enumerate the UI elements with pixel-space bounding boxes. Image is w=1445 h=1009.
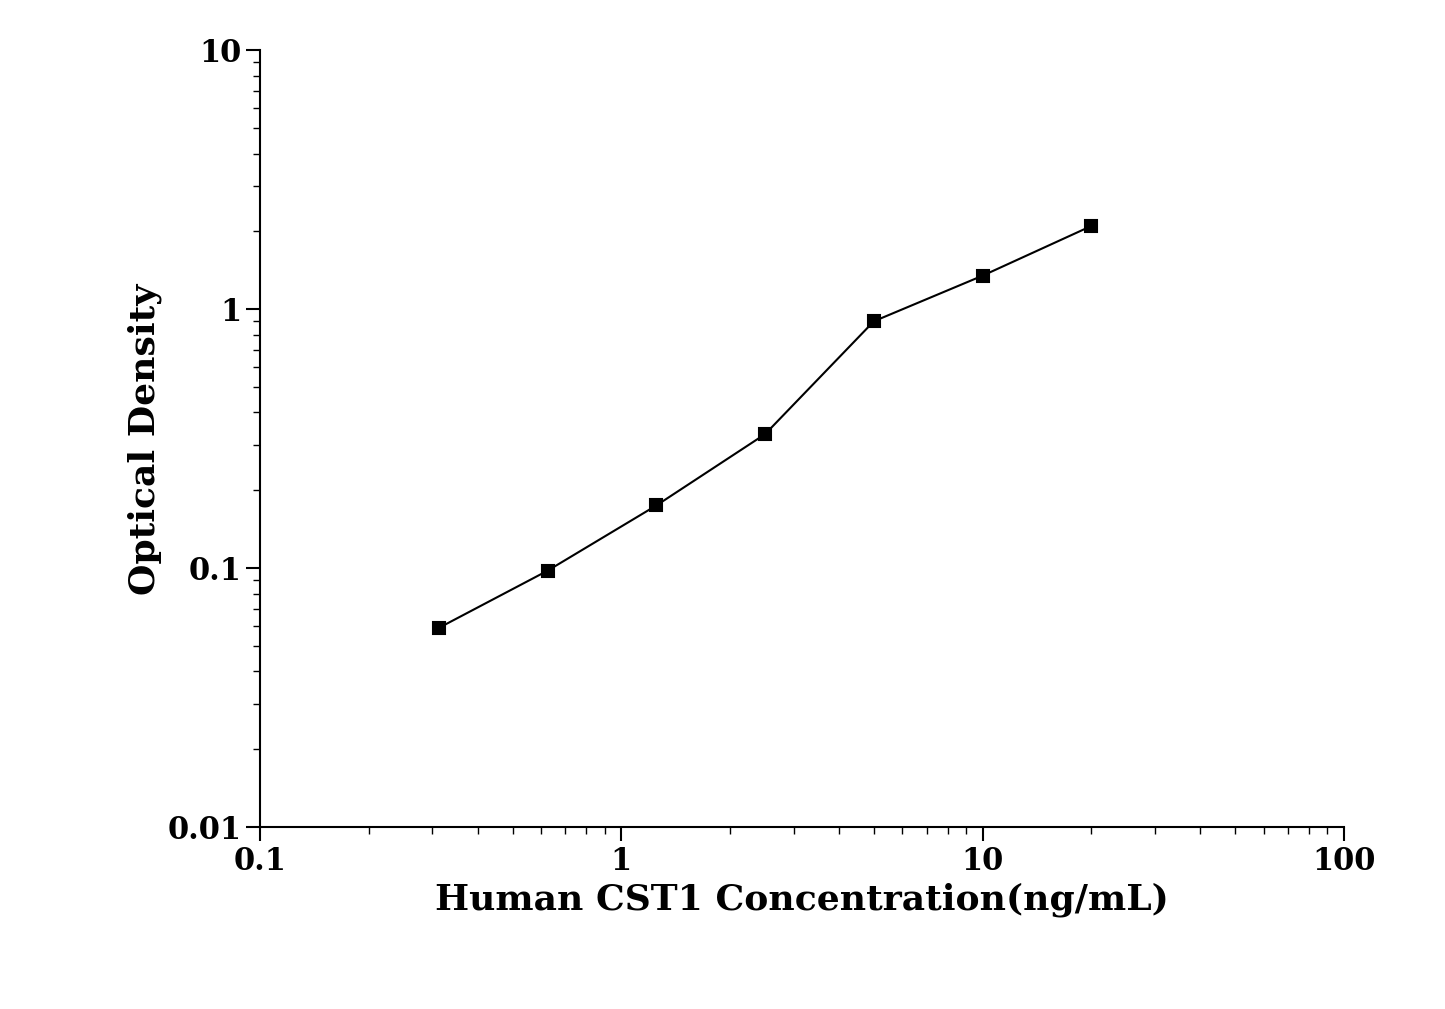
Y-axis label: Optical Density: Optical Density — [127, 284, 162, 594]
X-axis label: Human CST1 Concentration(ng/mL): Human CST1 Concentration(ng/mL) — [435, 883, 1169, 917]
